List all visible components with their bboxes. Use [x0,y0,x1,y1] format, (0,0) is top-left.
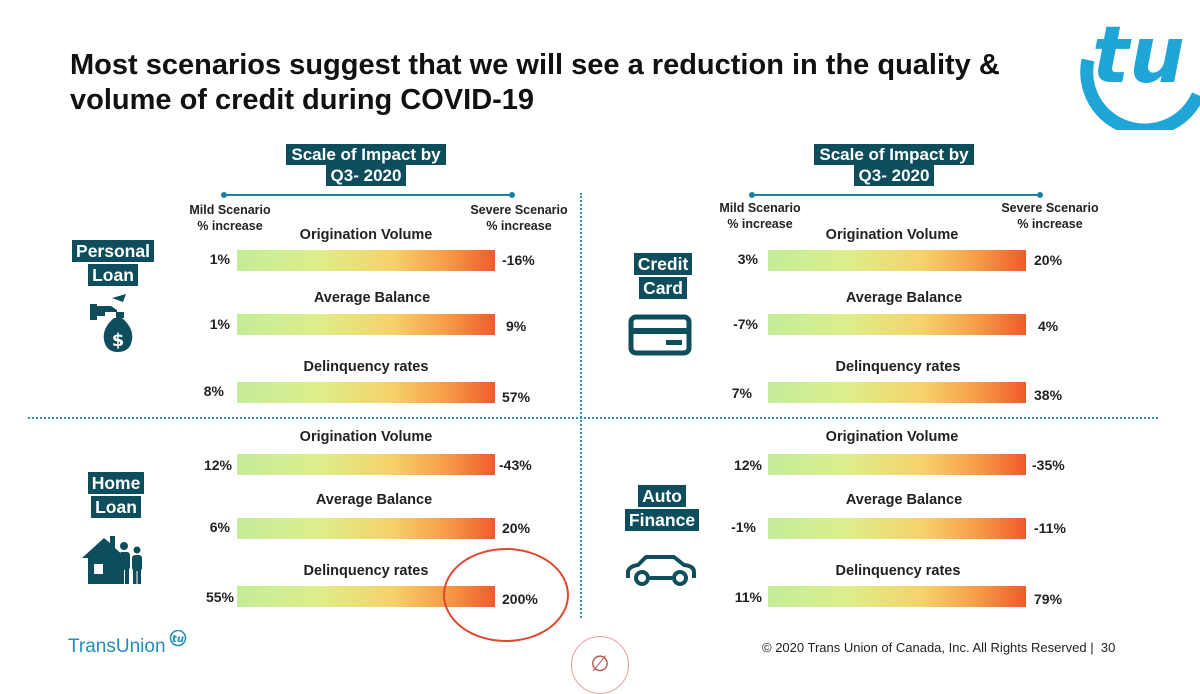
credit-card-icon [628,314,692,356]
impact-gradient-bar [768,454,1026,475]
impact-gradient-bar [237,314,495,335]
severe-scenario-label-right: Severe Scenario% increase [1001,201,1099,231]
copyright-text: © 2020 Trans Union of Canada, Inc. All R… [762,640,1094,655]
auto-finance-label: Auto Finance [618,485,706,533]
personal-loan-label: Personal Loan [66,240,160,288]
scale-header-line2: Q3- 2020 [325,165,407,186]
mild-value: 11% [734,589,762,605]
impact-gradient-bar [768,250,1026,271]
transunion-footer-logo: TransUnion tu [68,630,187,657]
mild-value: 6% [209,519,230,535]
mild-value: 55% [205,589,234,605]
impact-gradient-bar [237,454,495,475]
footer-logo-text: tu [172,634,184,645]
severe-value: 4% [1038,318,1059,334]
impact-gradient-bar [237,250,495,271]
impact-gradient-bar [237,382,495,403]
money-bag-hand-icon: $ [90,294,133,352]
highlight-annotation-circle [443,548,569,642]
scale-header-line1: Scale of Impact by [286,144,446,165]
mild-value: 1% [209,316,230,332]
scale-header-line2: Q3- 2020 [853,165,935,186]
metric-label: Delinquency rates [303,359,429,375]
impact-gradient-bar [768,586,1026,607]
impact-gradient-bar [237,586,495,607]
metric-label: Origination Volume [299,227,433,243]
impact-gradient-bar [237,518,495,539]
mild-value: 7% [731,385,752,401]
home-loan-label: Home Loan [84,472,148,520]
mild-scenario-label-right: Mild Scenario% increase [719,201,801,231]
logo-text: tu [1092,11,1185,101]
mild-scenario-label-left: Mild Scenario% increase [189,203,271,233]
severe-value: 20% [502,520,531,536]
severe-value: 9% [506,318,527,334]
metric-label: Average Balance [845,492,963,508]
mild-value: 12% [203,457,232,473]
severe-value: -43% [499,457,532,473]
scale-header-right: Scale of Impact by Q3- 2020 [784,144,1004,186]
slide-nav-button[interactable]: ∅ [571,636,629,694]
car-icon [626,555,696,586]
metric-label: Origination Volume [825,429,959,445]
mild-value: 8% [203,383,224,399]
impact-gradient-bar [768,382,1026,403]
footer-brand-text: TransUnion [68,636,166,657]
severe-value: 79% [1034,591,1063,607]
metric-label: Average Balance [313,290,431,306]
svg-text:$: $ [112,330,125,351]
impact-gradient-bar [768,518,1026,539]
credit-card-label: Credit Card [626,253,700,301]
severe-value: -35% [1032,457,1065,473]
scale-arrow-left [221,192,515,198]
metric-label: Average Balance [845,290,963,306]
mild-value: 1% [209,251,230,267]
copyright-footer: © 2020 Trans Union of Canada, Inc. All R… [762,640,1115,655]
severe-scenario-label-left: Severe Scenario% increase [470,203,568,233]
nav-glyph-icon: ∅ [590,651,610,676]
slide-title: Most scenarios suggest that we will see … [70,49,1000,116]
metric-label: Origination Volume [299,429,433,445]
severe-value: 57% [502,389,531,405]
metric-label: Delinquency rates [303,563,429,579]
mild-value: -7% [733,316,758,332]
scale-header-left: Scale of Impact by Q3- 2020 [256,144,476,186]
metric-label: Delinquency rates [835,359,961,375]
horizontal-divider [28,417,1158,419]
severe-value: 20% [1034,252,1063,268]
scale-header-line1: Scale of Impact by [814,144,974,165]
severe-value: 38% [1034,387,1063,403]
severe-value: -16% [502,252,535,268]
impact-gradient-bar [768,314,1026,335]
scale-arrow-right [749,192,1043,198]
transunion-logo-icon: tu [1080,11,1200,130]
mild-value: 3% [737,251,758,267]
metric-label: Delinquency rates [835,563,961,579]
vertical-divider [580,193,582,618]
page-number: 30 [1100,640,1116,655]
metric-label: Average Balance [315,492,433,508]
mild-value: 12% [733,457,762,473]
severe-value: -11% [1034,520,1066,536]
metric-label: Origination Volume [825,227,959,243]
mild-value: -1% [731,519,756,535]
family-house-icon [82,536,142,584]
